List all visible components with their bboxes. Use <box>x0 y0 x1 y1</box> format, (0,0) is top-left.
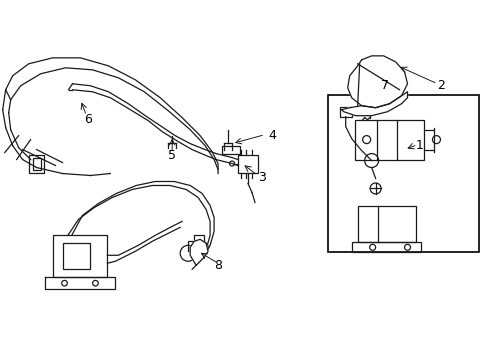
Bar <box>328 95 479 252</box>
Bar <box>355 120 424 159</box>
Bar <box>28 154 44 172</box>
Text: 7: 7 <box>381 79 389 92</box>
Bar <box>52 235 107 277</box>
Text: 5: 5 <box>168 149 176 162</box>
Bar <box>238 154 258 172</box>
Bar <box>33 158 41 170</box>
Bar <box>358 206 416 242</box>
Polygon shape <box>342 92 408 116</box>
Bar <box>352 242 421 252</box>
Polygon shape <box>190 239 208 265</box>
Text: 4: 4 <box>268 129 276 142</box>
Bar <box>222 145 240 154</box>
Bar <box>188 241 200 251</box>
Text: 8: 8 <box>214 259 222 272</box>
Text: 3: 3 <box>258 171 266 184</box>
Text: 2: 2 <box>438 79 445 92</box>
Bar <box>340 107 352 117</box>
Text: 6: 6 <box>84 113 93 126</box>
Polygon shape <box>348 56 408 108</box>
Bar <box>194 235 204 245</box>
Text: 1: 1 <box>416 139 423 152</box>
Bar <box>63 243 91 269</box>
